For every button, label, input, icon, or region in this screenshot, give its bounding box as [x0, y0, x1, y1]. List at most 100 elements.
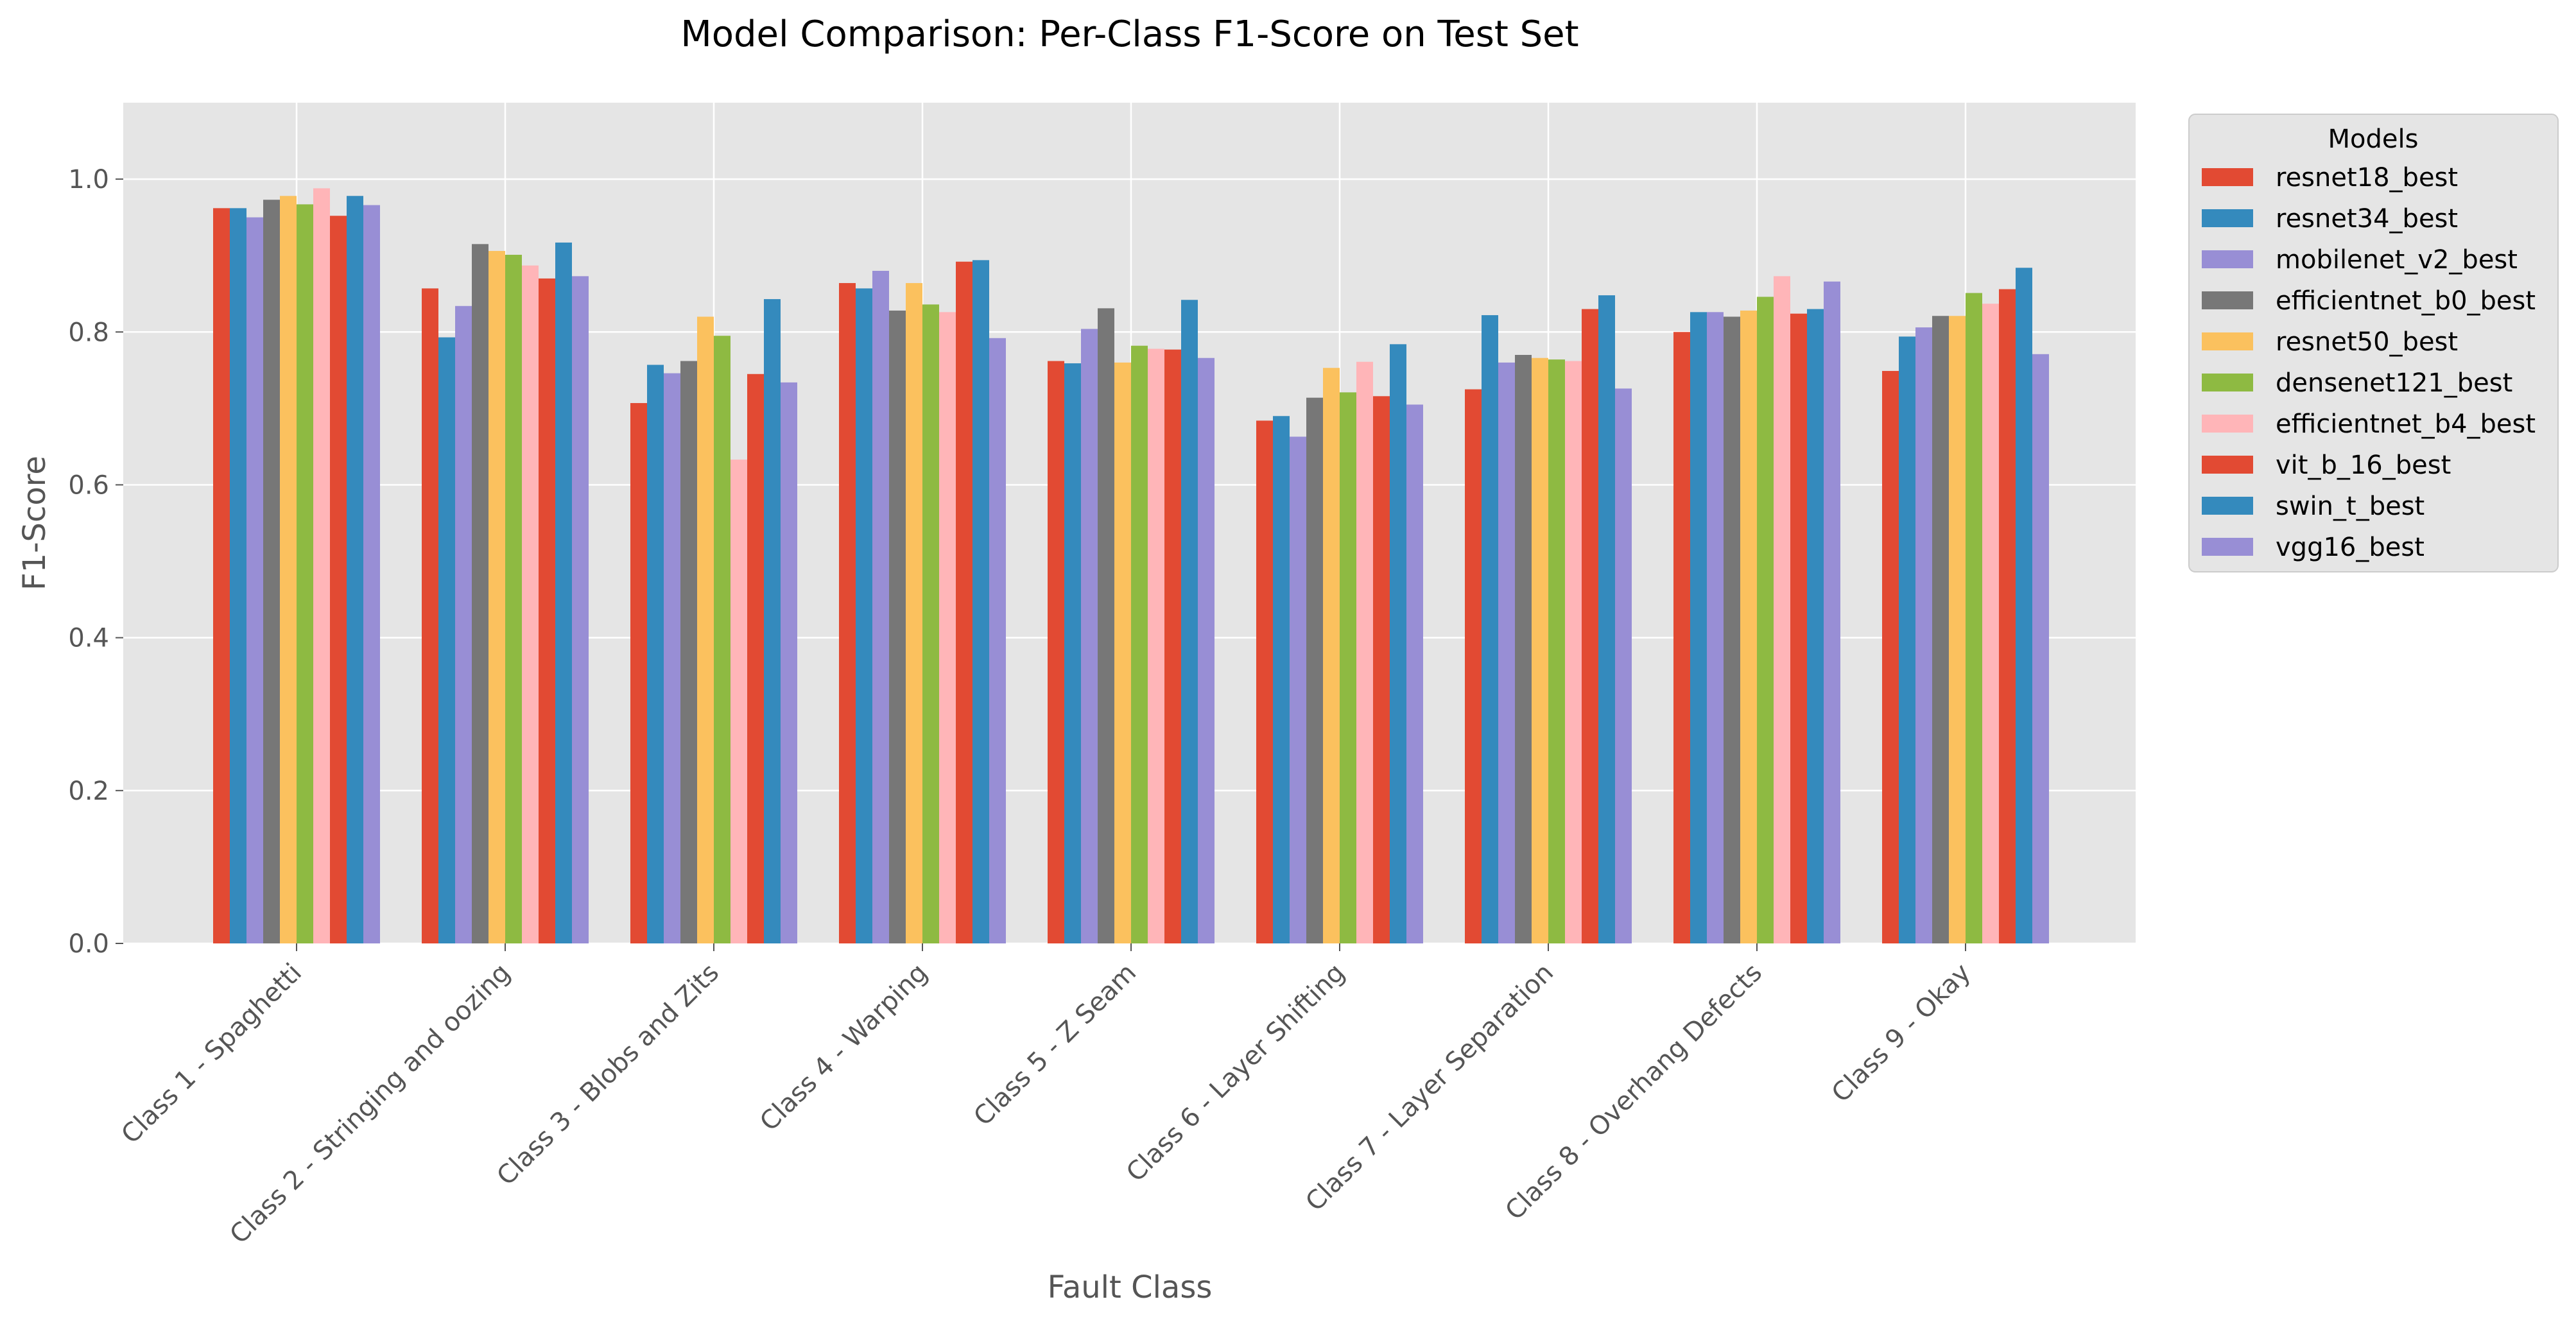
bar [1598, 295, 1615, 943]
bar [956, 261, 972, 943]
legend-swatch [2202, 456, 2253, 474]
legend-swatch [2202, 209, 2253, 227]
y-tick-label: 0.6 [68, 470, 109, 500]
bar [1565, 361, 1582, 943]
bar [1999, 289, 2016, 944]
bar [972, 260, 989, 943]
legend-swatch [2202, 538, 2253, 556]
bar [1690, 312, 1707, 943]
x-tick-label: Class 1 - Spaghetti [116, 958, 307, 1150]
legend-swatch [2202, 168, 2253, 186]
bar [1532, 357, 1548, 943]
bar [1774, 276, 1790, 943]
legend-swatch [2202, 332, 2253, 350]
bar [213, 208, 230, 943]
bar [438, 337, 455, 943]
bar [1915, 327, 1932, 943]
bar [939, 312, 956, 943]
legend-swatch [2202, 291, 2253, 309]
bar [1198, 357, 1215, 943]
bar [1406, 404, 1423, 943]
bar [230, 208, 246, 943]
bar [1340, 392, 1356, 943]
bar [1615, 388, 1632, 943]
chart-title: Model Comparison: Per-Class F1-Score on … [680, 13, 1578, 55]
bar [730, 460, 747, 943]
bar [1373, 396, 1390, 943]
bar [1098, 308, 1114, 943]
bar [647, 365, 664, 943]
bar [1323, 368, 1340, 943]
bar [472, 244, 488, 944]
bar [2032, 354, 2049, 943]
bar [280, 196, 297, 944]
bar [922, 304, 939, 943]
legend: Models resnet18_best resnet34_bestmobilen… [2188, 114, 2559, 572]
bar [555, 242, 572, 943]
bar [1707, 312, 1724, 943]
bar [1290, 436, 1306, 943]
bar [1181, 300, 1198, 944]
bar [856, 288, 872, 944]
bar [906, 283, 922, 943]
legend-label: mobilenet_v2_best [2276, 245, 2518, 275]
x-tick-label: Class 7 - Layer Separation [1300, 958, 1559, 1217]
x-tick-label: Class 6 - Layer Shifting [1121, 958, 1351, 1188]
bar [1256, 420, 1273, 943]
legend-label: densenet121_best [2276, 368, 2512, 398]
bar [664, 373, 680, 943]
y-axis-label: F1-Score [17, 456, 53, 590]
bar [1899, 336, 1915, 943]
bar [1482, 315, 1498, 943]
bar [1390, 344, 1406, 943]
bar [889, 310, 906, 944]
bar [839, 283, 856, 943]
bar [330, 216, 347, 944]
bar [1131, 345, 1148, 943]
bar [872, 271, 889, 943]
bar [313, 188, 330, 943]
bar [1164, 349, 1181, 943]
y-tick-label: 0.0 [68, 929, 109, 959]
x-tick-label: Class 8 - Overhang Defects [1500, 958, 1768, 1226]
legend-label: efficientnet_b0_best [2276, 286, 2536, 316]
bar [505, 254, 522, 943]
bar [1498, 362, 1515, 943]
x-axis-label: Fault Class [1048, 1269, 1213, 1305]
bar [1807, 309, 1824, 944]
legend-label: efficientnet_b4_best [2276, 409, 2536, 439]
legend-swatch [2202, 415, 2253, 433]
bar [2016, 268, 2032, 944]
bar [1548, 359, 1565, 943]
bar [781, 382, 797, 943]
bar [455, 305, 472, 943]
bar [1790, 313, 1807, 943]
legend-box [2188, 114, 2559, 572]
bar [1724, 316, 1740, 943]
bar [1757, 297, 1774, 943]
bar [1081, 329, 1098, 943]
bar [1740, 310, 1757, 944]
bar [1273, 416, 1290, 943]
legend-swatch [2202, 374, 2253, 391]
bar [363, 205, 380, 944]
bar [1114, 362, 1131, 943]
bar [1824, 281, 1840, 943]
bar [1582, 309, 1598, 944]
bar [747, 374, 764, 943]
legend-label: resnet50_best [2276, 327, 2458, 357]
bar [697, 316, 714, 943]
legend-items: resnet18_best resnet34_best mobilenet_v2_b… [2202, 163, 2536, 562]
bar [539, 278, 555, 944]
bar [989, 338, 1006, 943]
bar [1148, 348, 1164, 943]
bars [213, 188, 2049, 944]
bar [1356, 361, 1373, 943]
bar [714, 336, 730, 943]
bar [764, 299, 781, 944]
legend-label: resnet34_best [2276, 204, 2458, 234]
legend-title: Models [2328, 125, 2419, 154]
bar [1048, 361, 1064, 943]
bar [1966, 293, 1982, 943]
